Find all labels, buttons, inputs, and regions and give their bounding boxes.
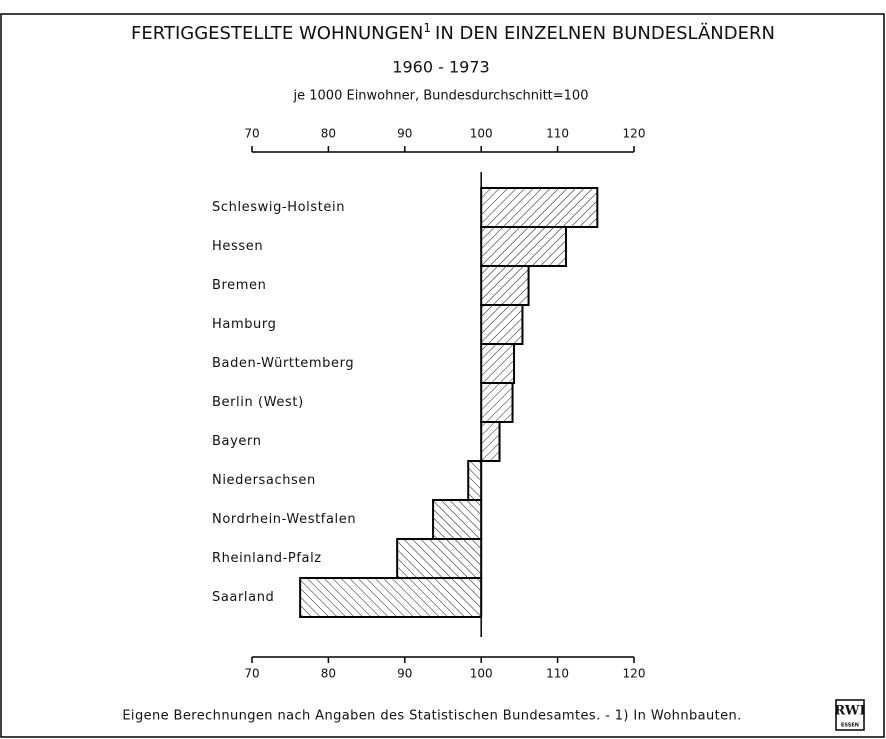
bar	[467, 460, 483, 501]
x-tick-label: 120	[623, 667, 646, 681]
bar	[480, 304, 524, 345]
x-tick-label: 100	[470, 127, 493, 141]
x-tick-label: 110	[546, 667, 569, 681]
category-label: Hessen	[212, 239, 263, 254]
category-label: Rheinland-Pfalz	[212, 551, 322, 566]
bar	[432, 499, 483, 540]
category-label: Bremen	[212, 278, 266, 293]
bar	[480, 343, 516, 384]
x-tick-label: 100	[470, 667, 493, 681]
x-tick-label: 120	[623, 127, 646, 141]
bar	[480, 187, 599, 228]
x-tick-label: 110	[546, 127, 569, 141]
frame	[0, 13, 885, 738]
title-rest: IN DEN EINZELNEN BUNDESLÄNDERN	[435, 23, 775, 44]
chart-title: FERTIGGESTELLTE WOHNUNGEN1 IN DEN EINZELN…	[131, 21, 775, 45]
logo-sub: ESSEN	[841, 723, 859, 729]
category-label: Saarland	[212, 590, 274, 605]
title-superscript: 1	[423, 21, 431, 35]
category-label: Bayern	[212, 434, 262, 449]
category-label: Niedersachsen	[212, 473, 316, 488]
x-tick-label: 90	[397, 127, 412, 141]
x-tick-label: 70	[244, 127, 259, 141]
logo-box	[835, 699, 865, 731]
bar	[480, 226, 568, 267]
bar	[480, 265, 530, 306]
x-tick-label: 90	[397, 667, 412, 681]
x-tick-label: 70	[244, 667, 259, 681]
category-label: Schleswig-Holstein	[212, 200, 345, 215]
category-label: Hamburg	[212, 317, 276, 332]
x-tick-label: 80	[321, 127, 336, 141]
subtitle-2: je 1000 Einwohner, Bundesdurchschnitt=10…	[293, 89, 589, 104]
bar	[396, 538, 483, 579]
logo: RWI	[834, 704, 865, 719]
category-label: Nordrhein-Westfalen	[212, 512, 356, 527]
bar	[299, 577, 483, 618]
bar	[480, 421, 501, 462]
category-label: Baden-Württemberg	[212, 356, 354, 371]
category-label: Berlin (West)	[212, 395, 304, 410]
title-main: FERTIGGESTELLTE WOHNUNGEN	[131, 23, 423, 44]
x-tick-label: 80	[321, 667, 336, 681]
footnote: Eigene Berechnungen nach Angaben des Sta…	[122, 709, 741, 724]
subtitle: 1960 - 1973	[392, 58, 489, 77]
bar	[480, 382, 514, 423]
